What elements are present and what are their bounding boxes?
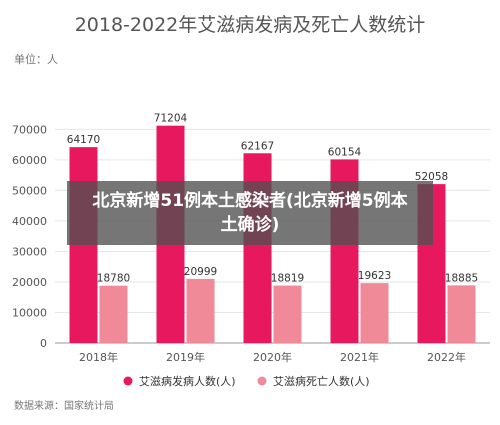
data-label: 18885 [445, 272, 478, 284]
y-tick-label: 20000 [12, 276, 47, 289]
data-label: 20999 [184, 266, 217, 278]
source-label: 数据来源：国家统计局 [14, 399, 114, 412]
y-tick-label: 10000 [12, 306, 47, 319]
y-tick-label: 30000 [12, 245, 47, 258]
y-tick-label: 40000 [12, 215, 47, 228]
bar-deaths [360, 283, 389, 343]
data-label: 64170 [67, 134, 100, 146]
headline-text: 北京新增51例本土感染者(北京新增5例本土确诊) [92, 191, 408, 235]
x-tick-label: 2018年 [79, 350, 118, 364]
y-tick-label: 70000 [12, 123, 47, 136]
data-label: 19623 [358, 270, 391, 282]
data-label: 18780 [97, 273, 130, 285]
y-axis-ticks: 0 10000 20000 30000 40000 50000 60000 70000 [12, 123, 47, 350]
bar-incidence [69, 147, 98, 343]
data-label: 62167 [241, 140, 274, 152]
legend-marker [257, 376, 267, 386]
legend-label: 艾滋病死亡人数(人) [273, 374, 370, 388]
headline-overlay: 北京新增51例本土感染者(北京新增5例本土确诊) [67, 181, 433, 245]
data-label: 71204 [154, 113, 188, 125]
y-tick-label: 0 [40, 337, 47, 350]
x-tick-label: 2022年 [427, 350, 466, 364]
bars: 64170 18780 71204 20999 62167 18819 60154 19623… [67, 113, 478, 344]
bar-deaths [447, 285, 476, 343]
legend: 艾滋病发病人数(人) 艾滋病死亡人数(人) [123, 374, 370, 388]
x-axis-ticks: 2018年 2019年 2020年 2021年 2022年 [79, 350, 466, 364]
bar-deaths [273, 285, 302, 343]
x-tick-label: 2019年 [166, 350, 205, 364]
y-tick-label: 60000 [12, 154, 47, 167]
chart-title: 2018-2022年艾滋病发病及死亡人数统计 [75, 14, 426, 36]
data-label: 60154 [328, 146, 362, 158]
x-tick-label: 2020年 [253, 350, 292, 364]
legend-marker [123, 376, 133, 386]
unit-label: 单位：人 [14, 52, 58, 66]
legend-label: 艾滋病发病人数(人) [139, 374, 236, 388]
data-label: 52058 [415, 171, 448, 183]
bar-deaths [186, 278, 215, 343]
data-label: 18819 [271, 273, 304, 285]
y-tick-label: 50000 [12, 184, 47, 197]
bar-deaths [99, 285, 128, 343]
x-tick-label: 2021年 [340, 350, 379, 364]
